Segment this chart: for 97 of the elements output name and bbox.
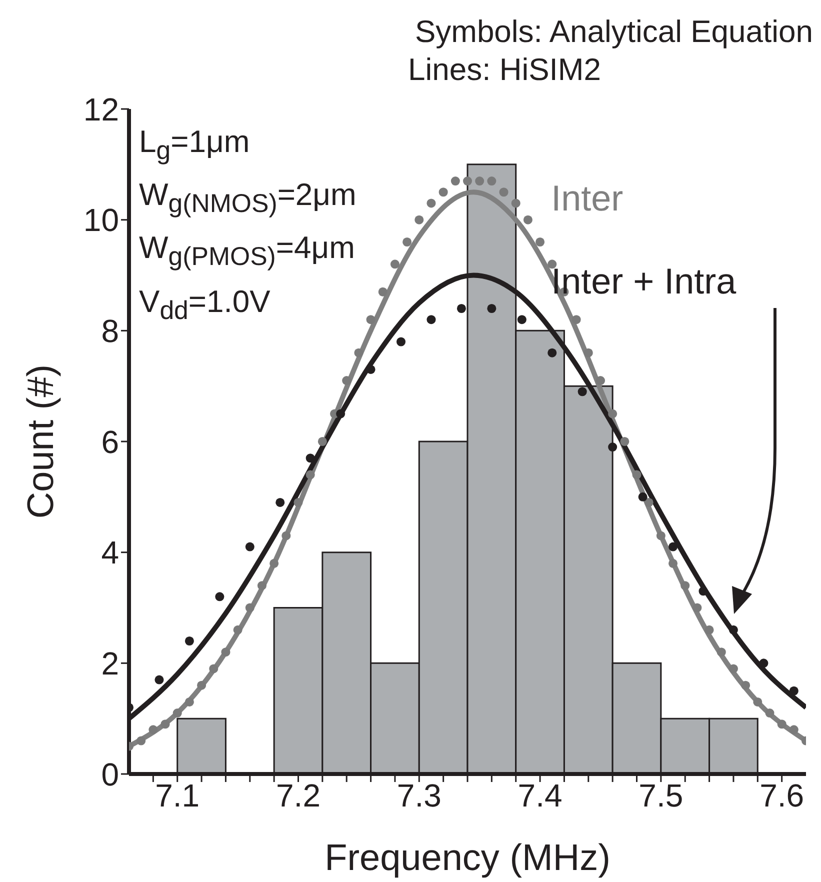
point — [475, 176, 484, 186]
point — [184, 697, 194, 706]
x-tick-label: 7.1 — [155, 778, 200, 814]
point — [487, 176, 496, 186]
point — [698, 586, 708, 596]
point — [608, 409, 618, 418]
chart-subtitle: Lines: HiSIM2 — [408, 52, 601, 88]
point — [765, 708, 774, 718]
point — [777, 720, 786, 729]
point — [536, 237, 545, 247]
annotation: L$_{g}$=1μm — [139, 123, 251, 168]
point — [728, 625, 738, 634]
point — [668, 542, 678, 552]
point — [184, 636, 194, 646]
point — [366, 315, 376, 324]
y-tick-label: 8 — [101, 313, 119, 350]
point — [511, 198, 520, 208]
point — [789, 686, 798, 696]
point — [306, 470, 315, 480]
x-tick-label: 7.6 — [760, 778, 804, 814]
point — [759, 658, 768, 668]
point — [306, 454, 315, 463]
annotation: W$_{g(PMOS)}$=4μm — [139, 229, 356, 274]
point — [396, 337, 406, 346]
point — [378, 287, 388, 296]
point — [414, 215, 424, 224]
point — [282, 531, 291, 540]
point — [257, 581, 266, 590]
point — [154, 675, 164, 684]
chart-title: Symbols: Analytical Equation — [414, 14, 813, 50]
point — [221, 648, 230, 657]
point — [692, 603, 702, 612]
point — [336, 409, 346, 418]
point — [487, 304, 496, 314]
point — [578, 387, 587, 396]
point — [276, 498, 285, 507]
point — [160, 720, 170, 729]
x-tick-label: 7.4 — [518, 778, 562, 814]
point — [450, 176, 460, 186]
point — [197, 680, 206, 690]
y-tick-label: 2 — [101, 646, 119, 682]
point — [656, 531, 666, 540]
point — [245, 603, 254, 612]
point — [753, 697, 762, 706]
point — [456, 304, 466, 314]
series-label: Inter + Intra — [551, 260, 738, 302]
point — [148, 725, 158, 734]
point — [548, 348, 557, 358]
y-tick-label: 12 — [83, 91, 119, 128]
point — [215, 592, 224, 602]
point — [680, 581, 690, 590]
y-tick-label: 10 — [83, 202, 119, 238]
point — [233, 625, 242, 634]
x-tick-label: 7.3 — [396, 778, 442, 814]
point — [462, 176, 472, 186]
point — [136, 736, 146, 746]
point — [704, 625, 714, 634]
point — [426, 198, 436, 208]
point — [741, 680, 750, 690]
annotation: W$_{g(NMOS)}$=2μm — [139, 176, 356, 220]
point — [517, 315, 526, 324]
series-label: Inter — [551, 177, 624, 218]
point — [596, 376, 605, 386]
point — [789, 725, 798, 734]
point — [668, 558, 678, 568]
point — [342, 376, 352, 386]
point — [354, 348, 364, 358]
point — [716, 648, 726, 657]
x-tick-label: 7.2 — [276, 778, 320, 814]
point — [499, 188, 508, 197]
point — [294, 498, 303, 507]
point — [390, 260, 400, 269]
y-tick-label: 6 — [101, 424, 119, 460]
point — [620, 436, 630, 446]
point — [172, 708, 182, 718]
point — [548, 260, 557, 269]
annotation: V$_{dd}$=1.0V — [139, 282, 272, 327]
y-axis-title: Count (#) — [20, 364, 62, 519]
point — [572, 315, 581, 324]
point — [209, 664, 218, 674]
point — [426, 315, 436, 324]
point — [523, 215, 532, 224]
point — [245, 542, 254, 552]
point — [632, 470, 642, 480]
point — [728, 664, 738, 674]
y-tick-label: 0 — [101, 756, 119, 792]
point — [270, 558, 279, 568]
x-tick-label: 7.5 — [638, 778, 684, 814]
point — [644, 498, 654, 507]
point — [584, 348, 593, 358]
y-tick-label: 4 — [101, 534, 119, 571]
x-axis-title: Frequency (MHz) — [324, 837, 610, 878]
point — [608, 442, 618, 452]
point — [438, 188, 448, 197]
point — [402, 237, 412, 247]
point — [318, 436, 327, 446]
point — [638, 492, 648, 502]
